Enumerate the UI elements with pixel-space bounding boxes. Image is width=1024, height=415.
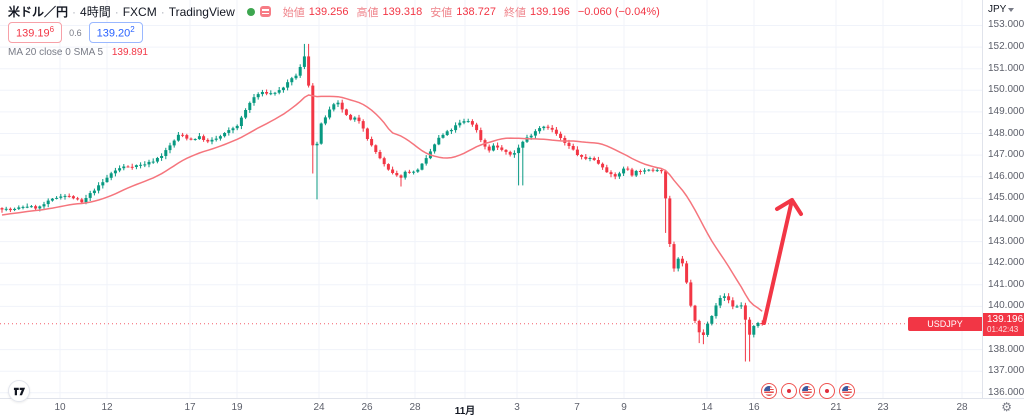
time-axis-label: 24 — [313, 402, 325, 413]
time-axis-label: 10 — [54, 402, 66, 413]
indicator-value: 139.891 — [111, 47, 148, 58]
platform-label[interactable]: TradingView — [168, 4, 235, 19]
separator: · — [160, 4, 165, 19]
price-axis[interactable]: JPY 139.196 01:42:43 153.000 152.000 151.0… — [982, 0, 1024, 398]
market-status-dot-icon — [246, 7, 255, 16]
time-axis-label: 21 — [830, 402, 842, 413]
spread-value: 0.6 — [69, 27, 82, 38]
currency-unit-button[interactable]: JPY — [988, 4, 1015, 15]
price-axis-label: 141.000 — [988, 279, 1024, 290]
time-axis-label: 16 — [748, 402, 760, 413]
interval-label[interactable]: 4時間 — [80, 5, 111, 19]
bid-fractional-digit: 6 — [49, 24, 55, 34]
ask-fractional-digit: 2 — [130, 24, 135, 34]
separator: · — [114, 4, 119, 19]
chevron-down-icon — [1008, 8, 1015, 12]
close-label: 終値 — [504, 6, 527, 19]
current-price-value: 139.196 — [987, 314, 1024, 325]
trend-arrow-annotation[interactable] — [762, 198, 803, 325]
open-value: 139.256 — [308, 5, 349, 18]
time-axis-label: 23 — [877, 402, 889, 413]
event-icon-jp[interactable] — [819, 383, 835, 399]
candlestick-chart[interactable] — [0, 0, 982, 398]
time-axis-label: 11月 — [454, 406, 476, 415]
time-axis-label: 9 — [621, 402, 627, 413]
change-value: −0.060 (−0.04%) — [577, 5, 660, 18]
price-axis-label: 147.000 — [988, 149, 1024, 160]
price-axis-label: 146.000 — [988, 171, 1024, 182]
high-label: 高値 — [356, 6, 379, 19]
sell-bid-button[interactable]: 139.196 — [8, 21, 63, 44]
open-label: 始値 — [282, 6, 305, 19]
low-label: 安値 — [430, 6, 453, 19]
price-axis-label: 149.000 — [988, 106, 1024, 117]
price-axis-label: 150.000 — [988, 84, 1024, 95]
price-axis-label: 137.000 — [988, 365, 1024, 376]
price-axis-label: 136.000 — [988, 387, 1024, 398]
economic-events-icon[interactable] — [259, 6, 271, 17]
indicator-legend[interactable]: MA 20 close 0 SMA 5 139.891 — [8, 47, 660, 58]
ohlc-readout: 始値 139.256 高値 139.318 安値 138.727 終値 139.… — [283, 4, 660, 20]
price-axis-label: 143.000 — [988, 236, 1024, 247]
current-symbol-price-flag: USDJPY — [908, 317, 982, 331]
exchange-label[interactable]: FXCM — [122, 4, 157, 19]
event-icon-us[interactable] — [839, 383, 855, 399]
chart-legend: 米ドル／円 · 4時間 · FXCM · TradingView 始値 139.… — [8, 4, 660, 58]
price-axis-label: 152.000 — [988, 41, 1024, 52]
price-axis-label: 153.000 — [988, 19, 1024, 30]
price-axis-label: 140.000 — [988, 300, 1024, 311]
separator: · — [72, 4, 77, 19]
time-axis-label: 17 — [184, 402, 196, 413]
time-axis-label: 26 — [361, 402, 373, 413]
event-icon-us[interactable] — [799, 383, 815, 399]
price-axis-label: 138.000 — [988, 344, 1024, 355]
price-axis-label: 144.000 — [988, 214, 1024, 225]
candles-group[interactable] — [0, 43, 764, 362]
chart-pane[interactable]: USDJPY — [0, 0, 982, 398]
low-value: 138.727 — [456, 5, 497, 18]
bar-countdown: 01:42:43 — [987, 325, 1019, 334]
high-value: 139.318 — [382, 5, 423, 18]
time-axis-label: 19 — [231, 402, 243, 413]
buy-ask-button[interactable]: 139.202 — [88, 21, 143, 44]
price-axis-label: 148.000 — [988, 128, 1024, 139]
time-axis-label: 28 — [956, 402, 968, 413]
time-axis-label: 12 — [101, 402, 113, 413]
price-axis-label: 151.000 — [988, 63, 1024, 74]
tv-logo-glyph — [13, 387, 25, 395]
current-price-tag: 139.196 01:42:43 — [983, 313, 1024, 336]
event-icon-us[interactable] — [761, 383, 777, 399]
time-axis-label: 28 — [409, 402, 421, 413]
time-axis[interactable]: ⚙ 10 12 17 19 24 26 28 11月 3 7 9 14 16 21 23 28 — [0, 398, 1024, 415]
gear-icon[interactable]: ⚙ — [1001, 400, 1012, 414]
time-axis-label: 3 — [514, 402, 520, 413]
time-axis-label: 14 — [701, 402, 713, 413]
symbol-title[interactable]: 米ドル／円 — [8, 5, 69, 19]
close-value: 139.196 — [530, 5, 570, 18]
price-axis-label: 145.000 — [988, 192, 1024, 203]
grid — [0, 0, 982, 398]
price-axis-label: 142.000 — [988, 257, 1024, 268]
tradingview-logo[interactable] — [8, 380, 30, 402]
indicator-label[interactable]: MA 20 close 0 SMA 5 — [8, 47, 104, 58]
time-axis-label: 7 — [574, 402, 580, 413]
event-icon-jp[interactable] — [781, 383, 797, 399]
ma-line[interactable] — [1, 94, 763, 312]
